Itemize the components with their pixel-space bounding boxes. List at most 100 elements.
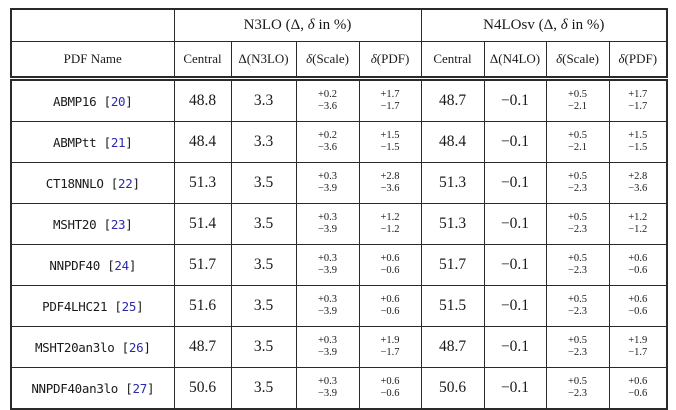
citation-link[interactable]: 27 <box>132 380 147 396</box>
uncertainty-down: −2.3 <box>567 388 588 399</box>
central-value-cell: 51.3 <box>173 162 232 204</box>
central-value-cell: 48.4 <box>420 121 485 163</box>
citation-bracket-close: ] <box>125 93 133 109</box>
uncertainty-down: −1.7 <box>380 101 400 112</box>
pdf-uncertainty-cell: +1.2 −1.2 <box>608 203 668 245</box>
col-header-text: (Scale) <box>312 51 349 66</box>
col-header-italic: δ <box>306 51 313 66</box>
table-row: ABMP16 [20] 48.8 3.3 +0.2 −3.6 +1.7 −1.7 48.7 −0… <box>10 78 668 122</box>
col-header-text: (Scale) <box>562 51 599 66</box>
uncertainty-down: −0.6 <box>628 306 648 317</box>
uncertainty-up: +2.8 <box>628 170 648 182</box>
uncertainty-up: +0.6 <box>628 252 648 264</box>
uncertainty-up: +0.5 <box>567 129 588 141</box>
pdf-uncertainty-cell: +0.6 −0.6 <box>358 285 422 327</box>
uncertainty-down: −1.7 <box>380 347 400 358</box>
uncertainty-up: +0.5 <box>567 170 588 182</box>
citation-link[interactable]: 22 <box>118 175 133 191</box>
scale-uncertainty-cell: +0.5 −2.3 <box>545 203 610 245</box>
uncertainty-up: +1.7 <box>628 88 648 100</box>
uncertainty-up: +0.3 <box>317 252 338 264</box>
pdf-uncertainty-cell: +2.8 −3.6 <box>608 162 668 204</box>
uncertainty-up: +0.6 <box>380 293 400 305</box>
pdf-name: PDF4LHC21 [ <box>42 298 122 314</box>
pdf-uncertainty-cell: +1.5 −1.5 <box>358 121 422 163</box>
col-header-text: PDF Name <box>63 51 122 66</box>
col-header-delta-n4lo: Δ(N4LO) <box>483 41 547 81</box>
scale-uncertainty-cell: +0.5 −2.3 <box>545 367 610 410</box>
col-header-pdf-n4lo: δ(PDF) <box>608 41 668 81</box>
uncertainty-up: +0.3 <box>317 170 338 182</box>
pdf-name-cell: NNPDF40 [24] <box>10 244 175 286</box>
citation-link[interactable]: 20 <box>110 93 126 109</box>
uncertainty-up: +0.6 <box>628 375 648 387</box>
citation-bracket-close: ] <box>125 134 133 150</box>
delta-value-cell: 3.5 <box>230 285 297 327</box>
group-label-delta-italic: δ <box>307 17 315 33</box>
pdf-name: ABMPtt [ <box>53 134 111 150</box>
uncertainty-down: −2.3 <box>567 265 588 276</box>
pdf-name-cell: ABMP16 [20] <box>10 78 175 122</box>
uncertainty-up: +0.2 <box>317 88 338 100</box>
pdf-name: MSHT20 [ <box>53 216 111 232</box>
delta-value-cell: 3.3 <box>230 78 297 122</box>
delta-value-cell: −0.1 <box>483 78 547 122</box>
citation-bracket-close: ] <box>146 380 155 396</box>
uncertainty-down: −1.7 <box>628 101 648 112</box>
uncertainty-up: +0.3 <box>317 211 338 223</box>
uncertainty-up: +0.6 <box>380 375 400 387</box>
col-header-pdf-n3lo: δ(PDF) <box>358 41 422 81</box>
central-value-cell: 51.4 <box>173 203 232 245</box>
citation-link[interactable]: 25 <box>121 298 137 314</box>
citation-link[interactable]: 24 <box>114 257 129 273</box>
pdf-uncertainty-cell: +1.9 −1.7 <box>608 326 668 368</box>
col-header-italic: δ <box>618 51 625 66</box>
central-value-cell: 51.3 <box>420 203 485 245</box>
table-row: NNPDF40an3lo [27] 50.6 3.5 +0.3 −3.9 +0.6 −0.6… <box>10 367 668 410</box>
delta-value-cell: −0.1 <box>483 244 547 286</box>
uncertainty-up: +0.5 <box>567 293 588 305</box>
uncertainty-up: +0.5 <box>567 252 588 264</box>
table-row: MSHT20an3lo [26] 48.7 3.5 +0.3 −3.9 +1.9 −1.7 4… <box>10 326 668 368</box>
scale-uncertainty-cell: +0.3 −3.9 <box>295 244 360 286</box>
citation-bracket-close: ] <box>125 216 133 232</box>
group-label-delta-italic: δ <box>560 17 568 33</box>
group-label-text: in %) <box>314 17 352 33</box>
col-header-text: (PDF) <box>624 51 658 66</box>
central-value-cell: 48.7 <box>420 78 485 122</box>
uncertainty-down: −2.3 <box>567 347 588 358</box>
col-header-text: Δ(N3LO) <box>238 51 289 66</box>
pdf-name-cell: NNPDF40an3lo [27] <box>10 367 175 410</box>
pdf-name: MSHT20an3lo [ <box>34 339 129 355</box>
scale-uncertainty-cell: +0.3 −3.9 <box>295 162 360 204</box>
delta-value-cell: 3.5 <box>230 326 297 368</box>
uncertainty-down: −3.9 <box>317 183 338 194</box>
pdf-uncertainty-cell: +1.5 −1.5 <box>608 121 668 163</box>
pdf-uncertainty-cell: +0.6 −0.6 <box>608 367 668 410</box>
uncertainty-down: −1.5 <box>380 142 400 153</box>
uncertainty-down: −1.7 <box>628 347 648 358</box>
citation-link[interactable]: 26 <box>128 339 144 355</box>
pdf-name-cell: MSHT20an3lo [26] <box>10 326 175 368</box>
uncertainty-up: +0.2 <box>317 129 338 141</box>
uncertainty-down: −3.6 <box>628 183 648 194</box>
delta-value-cell: −0.1 <box>483 326 547 368</box>
uncertainty-up: +0.3 <box>317 334 338 346</box>
uncertainty-down: −0.6 <box>380 306 400 317</box>
uncertainty-up: +0.5 <box>567 334 588 346</box>
uncertainty-up: +0.3 <box>317 375 338 387</box>
citation-link[interactable]: 23 <box>110 216 126 232</box>
citation-bracket-close: ] <box>132 175 140 191</box>
table-row: ABMPtt [21] 48.4 3.3 +0.2 −3.6 +1.5 −1.5 48.4 −0… <box>10 121 668 163</box>
pdf-name: NNPDF40an3lo [ <box>31 380 133 396</box>
delta-value-cell: 3.5 <box>230 367 297 410</box>
pdf-uncertainty-cell: +0.6 −0.6 <box>358 367 422 410</box>
scale-uncertainty-cell: +0.5 −2.3 <box>545 162 610 204</box>
scale-uncertainty-cell: +0.3 −3.9 <box>295 203 360 245</box>
delta-value-cell: 3.5 <box>230 244 297 286</box>
uncertainty-down: −0.6 <box>628 265 648 276</box>
col-header-delta-n3lo: Δ(N3LO) <box>230 41 297 81</box>
col-header-italic: δ <box>556 51 563 66</box>
uncertainty-down: −3.9 <box>317 347 338 358</box>
citation-link[interactable]: 21 <box>110 134 126 150</box>
